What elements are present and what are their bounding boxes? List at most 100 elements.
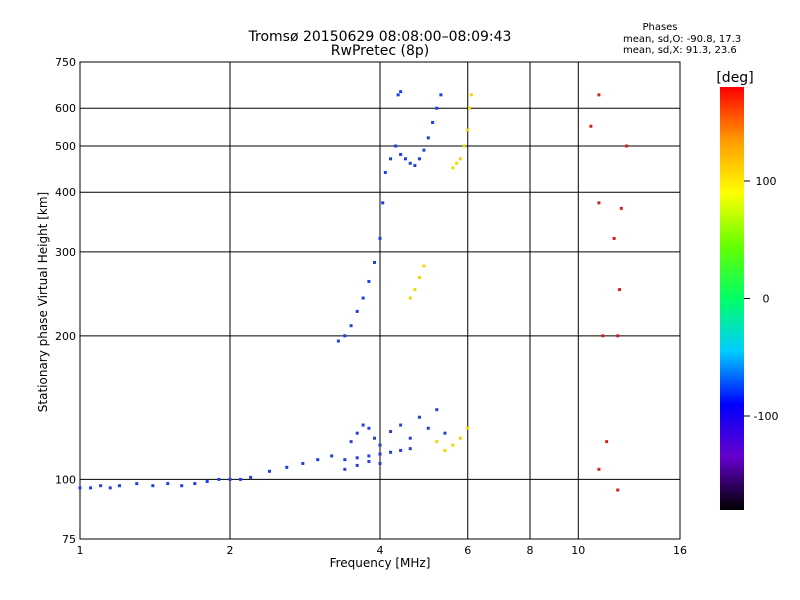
data-point [193, 482, 197, 486]
data-point [435, 408, 439, 412]
data-point [378, 443, 382, 447]
data-point [99, 484, 103, 488]
data-point [403, 157, 407, 161]
data-point [443, 448, 447, 452]
data-point [151, 484, 155, 488]
data-point [117, 484, 121, 488]
data-point [373, 260, 377, 264]
data-point [180, 484, 184, 488]
data-point [349, 324, 353, 328]
data-point [455, 161, 459, 165]
data-point [399, 423, 403, 427]
data-point [378, 236, 382, 240]
data-point [396, 93, 400, 97]
y-axis-label: Stationary phase Virtual Height [km] [36, 192, 50, 412]
colorbar-tick-label: 0 [763, 293, 770, 306]
data-point [458, 157, 462, 161]
x-axis-label: Frequency [MHz] [330, 556, 431, 570]
data-point [408, 447, 412, 451]
data-point [417, 415, 421, 419]
data-point [426, 426, 430, 430]
data-point [367, 426, 371, 430]
data-point [466, 128, 470, 132]
colorbar: [deg] 100 0 -100 [716, 70, 778, 510]
data-point [239, 477, 243, 481]
data-point [422, 264, 426, 268]
colorbar-tick-label: -100 [754, 410, 779, 423]
data-point [367, 454, 371, 458]
data-point [336, 339, 340, 343]
data-point [408, 296, 412, 300]
data-point [408, 436, 412, 440]
y-tick-label: 500 [55, 140, 76, 153]
data-point [625, 144, 629, 148]
data-point [458, 436, 462, 440]
data-point [267, 469, 271, 473]
data-point [451, 443, 455, 447]
grid-layer [80, 62, 680, 539]
data-point [394, 144, 398, 148]
x-tick-label: 16 [673, 544, 687, 557]
data-point [389, 157, 393, 161]
title-block: Tromsø 20150629 08:08:00–08:09:43 RwPret… [248, 29, 512, 59]
data-point [378, 452, 382, 456]
data-point [108, 486, 112, 490]
data-point [605, 440, 609, 444]
data-point [355, 309, 359, 313]
data-point [330, 454, 334, 458]
data-point [417, 276, 421, 280]
y-tick-label: 750 [55, 56, 76, 69]
y-tick-label: 75 [62, 533, 76, 546]
data-point [228, 477, 232, 481]
stats-o-mode: mean, sd,O: -90.8, 17.3 [623, 34, 741, 45]
data-point [422, 148, 426, 152]
data-point [367, 460, 371, 464]
stats-block: Phases mean, sd,O: -90.8, 17.3 mean, sd,… [623, 22, 741, 56]
data-point [316, 458, 320, 462]
y-tick-label: 400 [55, 186, 76, 199]
data-point [285, 465, 289, 469]
colorbar-label: [deg] [716, 70, 753, 86]
stats-x-mode: mean, sd,X: 91.3, 23.6 [623, 45, 737, 56]
colorbar-ticks: 100 0 -100 [744, 175, 778, 423]
data-point [616, 488, 620, 492]
data-point [349, 440, 353, 444]
y-tick-label: 300 [55, 246, 76, 259]
data-point [381, 201, 385, 205]
data-point [435, 440, 439, 444]
data-point [355, 456, 359, 460]
chart-subtitle: RwPretec (8p) [331, 43, 429, 59]
data-point [399, 152, 403, 156]
data-point [205, 479, 209, 483]
data-point [361, 296, 365, 300]
x-axis-ticks: 1 2 4 6 8 10 16 [77, 544, 688, 557]
y-axis-ticks: 75 100 200 300 400 500 600 750 [55, 56, 76, 546]
data-point [361, 423, 365, 427]
x-tick-label: 8 [527, 544, 534, 557]
y-tick-label: 100 [55, 473, 76, 486]
data-point [217, 477, 221, 481]
data-point [343, 458, 347, 462]
data-point [417, 157, 421, 161]
data-point [601, 334, 605, 338]
data-point [135, 482, 139, 486]
data-point [355, 431, 359, 435]
data-point [612, 236, 616, 240]
data-point [426, 136, 430, 140]
data-point [431, 121, 435, 125]
colorbar-gradient [720, 87, 744, 510]
data-point [413, 288, 417, 292]
data-point [399, 90, 403, 94]
data-point [166, 482, 170, 486]
data-point [389, 430, 393, 434]
data-point [367, 279, 371, 283]
data-point [89, 486, 93, 490]
data-point [619, 206, 623, 210]
y-tick-label: 200 [55, 330, 76, 343]
data-point [78, 486, 82, 490]
data-point [597, 93, 601, 97]
data-point [399, 448, 403, 452]
x-tick-label: 6 [464, 544, 471, 557]
data-point [466, 426, 470, 430]
